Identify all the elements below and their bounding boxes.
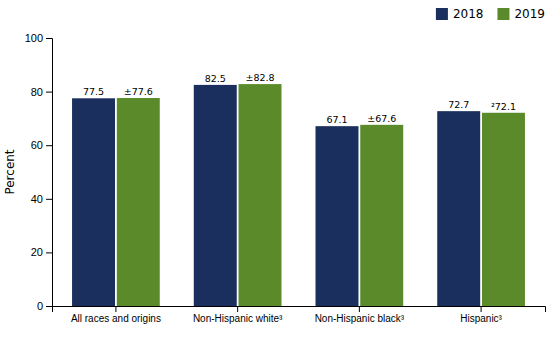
- x-tick-mark: [481, 306, 482, 312]
- bar: [437, 111, 480, 306]
- y-tick-label: 60: [31, 139, 43, 151]
- y-tick-mark: [46, 199, 52, 200]
- data-label: 72.7: [448, 99, 469, 110]
- data-label: 77.5: [83, 86, 104, 97]
- legend-swatch: [497, 8, 509, 20]
- x-tick-label: Non-Hispanic black³: [315, 313, 405, 324]
- x-axis: All races and origins Non-Hispanic white³…: [53, 306, 546, 324]
- y-axis: 0 20 40 60 80 100: [25, 32, 53, 312]
- x-tick-label: All races and origins: [71, 313, 161, 324]
- y-axis-title: Percent: [3, 149, 17, 194]
- bar: [482, 113, 525, 306]
- x-tick: Non-Hispanic white³: [193, 306, 283, 324]
- y-tick-mark: [46, 145, 52, 146]
- data-label: ±82.8: [245, 72, 274, 83]
- legend: 2018 2019: [436, 7, 545, 21]
- y-tick-label: 20: [31, 246, 43, 258]
- legend-swatch: [436, 8, 448, 20]
- data-label: 67.1: [326, 114, 347, 125]
- y-tick: 60: [31, 139, 52, 151]
- bar: [360, 125, 403, 306]
- y-tick-label: 80: [31, 86, 43, 98]
- x-tick: Non-Hispanic black³: [315, 306, 405, 324]
- bar: [316, 126, 359, 306]
- data-labels: 77.5 82.5 67.1 72.7 ±77.6 ±82.8 ±67.6 ²72.1: [83, 72, 516, 125]
- data-label: ±67.6: [367, 113, 396, 124]
- y-tick: 0: [37, 300, 52, 312]
- y-tick-label: 0: [37, 300, 43, 312]
- bar: [72, 98, 115, 306]
- legend-label: 2018: [453, 7, 484, 21]
- y-tick-label: 40: [31, 193, 43, 205]
- data-label: 82.5: [205, 73, 226, 84]
- legend-item: 2019: [497, 7, 545, 21]
- bars: [72, 84, 525, 306]
- y-tick-mark: [46, 92, 52, 93]
- chart: 0 20 40 60 80 100 All races and origins Non-His…: [0, 0, 560, 342]
- y-tick: 80: [31, 86, 52, 98]
- y-tick-mark: [46, 306, 52, 307]
- y-tick-mark: [46, 38, 52, 39]
- bar: [117, 98, 160, 306]
- x-tick-label: Hispanic³: [460, 313, 502, 324]
- legend-label: 2019: [514, 7, 545, 21]
- x-tick-mark: [115, 306, 116, 312]
- y-axis-line: [46, 39, 53, 307]
- y-tick: 100: [25, 32, 52, 44]
- y-tick-label: 100: [25, 32, 43, 44]
- legend-item: 2018: [436, 7, 484, 21]
- x-tick-mark: [359, 306, 360, 312]
- plot: 0 20 40 60 80 100 All races and origins Non-His…: [3, 32, 546, 324]
- y-tick-mark: [46, 252, 52, 253]
- y-tick: 20: [31, 246, 52, 258]
- data-label: ²72.1: [491, 101, 516, 112]
- bar: [194, 85, 237, 306]
- x-axis-line: [53, 307, 546, 313]
- x-tick-label: Non-Hispanic white³: [193, 313, 283, 324]
- y-tick: 40: [31, 193, 52, 205]
- data-label: ±77.6: [124, 86, 153, 97]
- bar: [239, 84, 282, 306]
- x-tick: All races and origins: [71, 306, 161, 324]
- x-tick: Hispanic³: [460, 306, 502, 324]
- x-tick-mark: [237, 306, 238, 312]
